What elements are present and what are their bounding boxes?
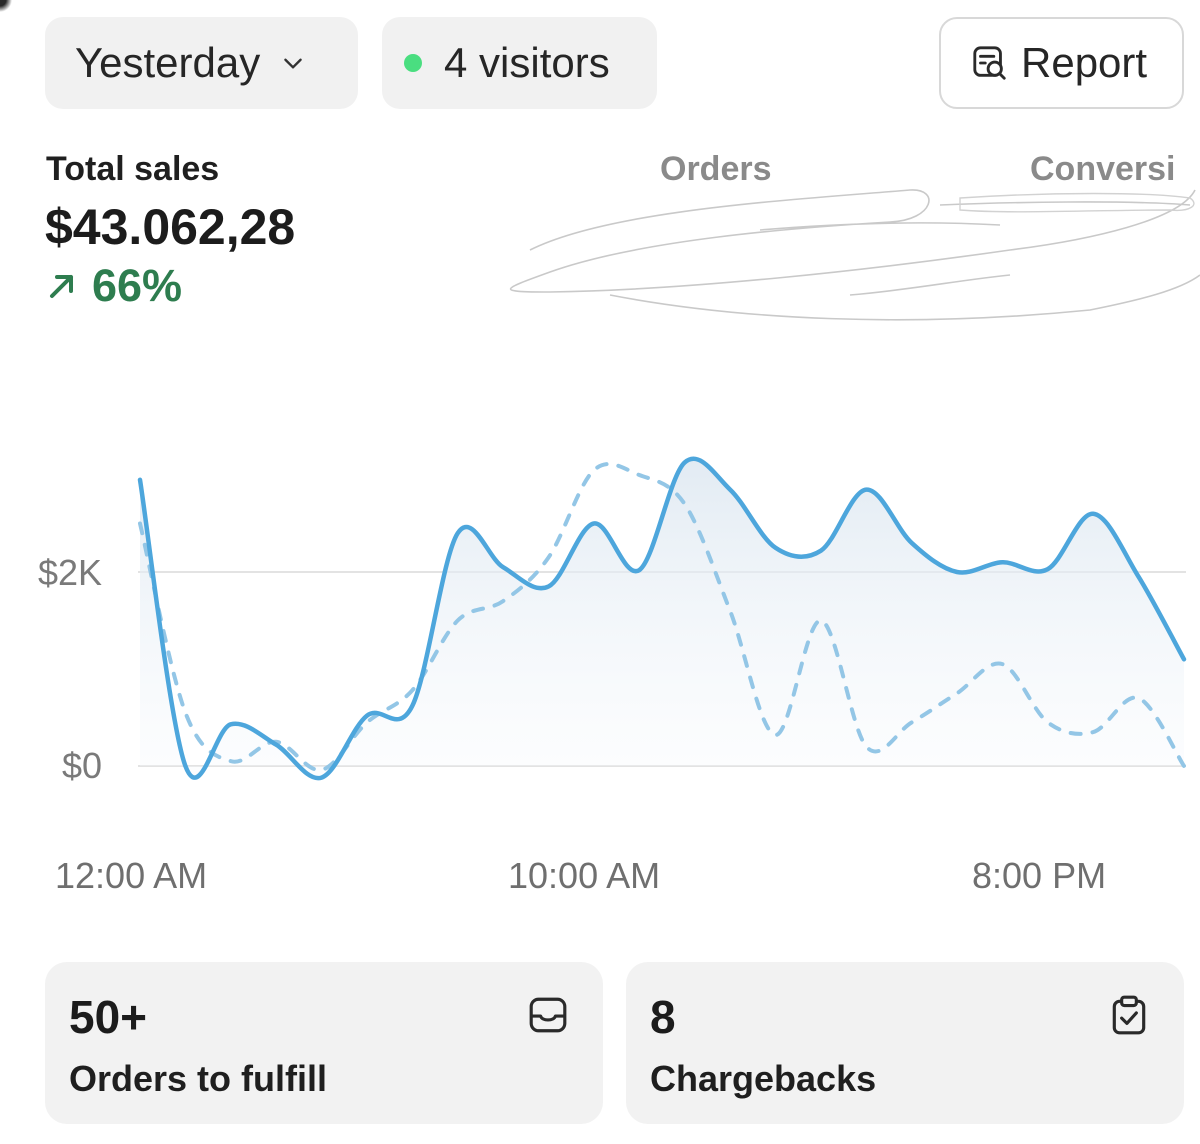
chevron-down-icon [284, 58, 303, 69]
x-tick-label: 10:00 AM [508, 855, 661, 896]
conversion-tab[interactable]: Conversi [1030, 150, 1176, 188]
date-range-dropdown[interactable]: Yesterday [45, 17, 358, 109]
redaction-scribble [509, 189, 1200, 321]
visitors-count: 4 visitors [444, 39, 610, 86]
y-tick-label: $2K [38, 552, 103, 593]
clipboard-check-icon [1112, 995, 1146, 1035]
report-button[interactable]: Report [939, 17, 1184, 109]
total-sales-value: $43.062,28 [45, 199, 296, 255]
y-tick-label: $0 [62, 745, 103, 786]
chargebacks-label: Chargebacks [650, 1058, 877, 1099]
live-status-dot [404, 54, 422, 72]
current-series-line [137, 456, 1187, 781]
date-range-label: Yesterday [75, 39, 261, 86]
x-tick-label: 12:00 AM [55, 855, 208, 896]
chargebacks-card[interactable]: 8 Chargebacks [626, 962, 1184, 1124]
sales-chart [137, 456, 1187, 781]
total-sales-tab[interactable]: Total sales [46, 150, 220, 188]
orders-tab[interactable]: Orders [660, 150, 772, 188]
screen-corner [0, 0, 14, 14]
chargebacks-count: 8 [650, 991, 676, 1043]
orders-to-fulfill-count: 50+ [69, 991, 148, 1043]
comparison-series-line [138, 462, 1186, 772]
growth-percent: 66% [92, 260, 183, 311]
report-search-icon [973, 46, 1006, 80]
growth-indicator: 66% [46, 260, 182, 312]
inbox-icon [529, 997, 567, 1033]
orders-to-fulfill-label: Orders to fulfill [69, 1058, 328, 1099]
live-visitors-pill[interactable]: 4 visitors [382, 17, 657, 109]
report-label: Report [1021, 39, 1148, 86]
x-tick-label: 8:00 PM [972, 855, 1107, 896]
current-series-area [140, 458, 1184, 779]
orders-to-fulfill-card[interactable]: 50+ Orders to fulfill [45, 962, 603, 1124]
arrow-up-right-icon [50, 275, 73, 298]
